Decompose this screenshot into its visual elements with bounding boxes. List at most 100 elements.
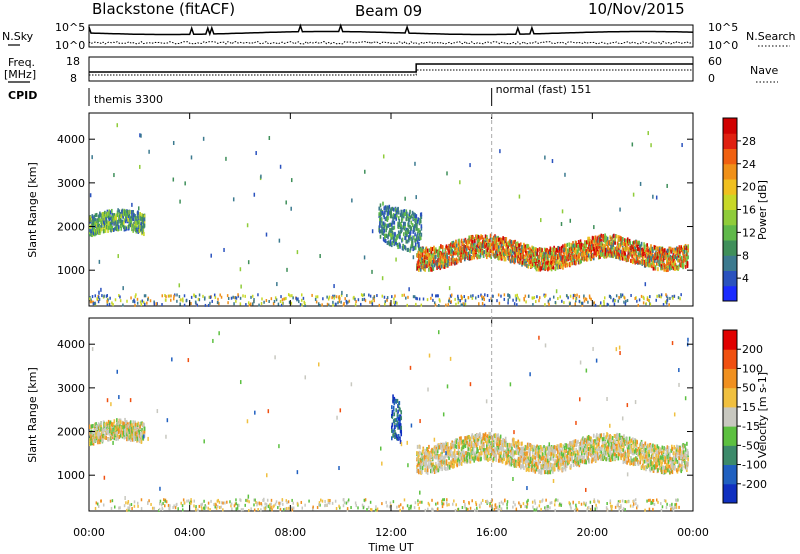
echo-cell bbox=[281, 298, 284, 302]
echo-cell bbox=[233, 302, 235, 306]
echo-cell bbox=[117, 421, 119, 426]
freq-tick-top: 18 bbox=[66, 55, 80, 68]
echo-cell bbox=[428, 464, 431, 469]
echo-cell bbox=[642, 261, 645, 266]
echo-cell bbox=[126, 437, 128, 442]
echo-cell bbox=[181, 297, 184, 301]
echo-cell bbox=[634, 297, 636, 301]
echo-cell bbox=[514, 503, 516, 507]
echo-cell bbox=[626, 237, 629, 242]
echo-cell bbox=[446, 442, 449, 447]
echo-cell bbox=[90, 298, 92, 302]
echo-cell bbox=[113, 419, 116, 424]
echo-cell bbox=[446, 446, 448, 451]
echo-cell bbox=[394, 429, 396, 434]
echo-cell bbox=[119, 433, 122, 438]
echo-cell bbox=[100, 421, 102, 426]
echo-cell bbox=[139, 300, 142, 304]
echo-cell bbox=[547, 504, 549, 508]
echo-cell bbox=[552, 250, 555, 255]
echo-cell bbox=[367, 505, 370, 509]
echo-cell bbox=[385, 228, 387, 233]
echo-cell bbox=[445, 459, 448, 464]
echo-cell bbox=[237, 503, 239, 507]
echo-cell bbox=[379, 203, 382, 208]
echo-cell bbox=[253, 298, 255, 302]
echo-cell bbox=[499, 237, 501, 242]
echo-cell bbox=[338, 299, 341, 303]
date-title: 10/Nov/2015 bbox=[588, 0, 685, 18]
echo-cell bbox=[643, 297, 645, 301]
echo-cell bbox=[653, 255, 655, 260]
echo-cell bbox=[432, 456, 435, 461]
echo-cell bbox=[644, 508, 646, 512]
echo-cell bbox=[109, 499, 112, 503]
echo-cell bbox=[497, 245, 500, 250]
echo-cell bbox=[143, 217, 146, 222]
echo-cell bbox=[380, 212, 382, 217]
noise-tick-left-bottom: 10^0 bbox=[55, 39, 85, 52]
echo-cell bbox=[527, 254, 530, 259]
echo-cell bbox=[440, 464, 442, 469]
colorbar-tick-label: 16 bbox=[742, 204, 756, 217]
echo-cell bbox=[418, 506, 420, 510]
echo-cell bbox=[518, 248, 520, 253]
echo-cell bbox=[118, 434, 121, 439]
echo-cell bbox=[178, 283, 181, 288]
echo-cell bbox=[482, 251, 484, 256]
echo-cell bbox=[315, 295, 317, 299]
echo-cell bbox=[497, 237, 500, 242]
echo-cell bbox=[483, 237, 486, 242]
echo-cell bbox=[442, 498, 444, 502]
echo-cell bbox=[338, 504, 340, 508]
echo-cell bbox=[475, 296, 477, 300]
echo-cell bbox=[624, 508, 626, 512]
echo-cell bbox=[403, 293, 405, 297]
echo-cell bbox=[172, 297, 175, 301]
echo-cell bbox=[481, 295, 483, 299]
echo-cell bbox=[400, 211, 403, 216]
echo-cell bbox=[498, 508, 501, 512]
echo-cell bbox=[136, 301, 139, 305]
echo-cell bbox=[493, 507, 496, 511]
echo-cell bbox=[134, 295, 137, 299]
echo-cell bbox=[599, 254, 601, 259]
echo-cell bbox=[110, 224, 112, 229]
echo-cell bbox=[560, 248, 563, 253]
echo-cell bbox=[318, 503, 320, 507]
echo-cell bbox=[426, 451, 428, 456]
echo-cell bbox=[624, 252, 627, 257]
echo-cell bbox=[564, 172, 566, 177]
echo-cell bbox=[645, 262, 648, 267]
echo-cell bbox=[631, 241, 634, 246]
echo-cell bbox=[535, 247, 538, 252]
echo-cell bbox=[287, 500, 290, 504]
echo-cell bbox=[314, 297, 317, 301]
echo-cell bbox=[431, 453, 434, 458]
echo-cell bbox=[524, 244, 526, 249]
echo-cell bbox=[285, 499, 288, 503]
echo-cell bbox=[327, 501, 330, 505]
echo-cell bbox=[416, 222, 418, 227]
echo-cell bbox=[558, 249, 561, 254]
echo-cell bbox=[230, 504, 232, 508]
echo-cell bbox=[113, 213, 116, 218]
echo-cell bbox=[660, 253, 663, 258]
echo-cell bbox=[574, 243, 577, 248]
echo-cell bbox=[230, 296, 233, 300]
echo-cell bbox=[599, 301, 602, 305]
echo-cell bbox=[197, 508, 199, 512]
nsky-label: N.Sky bbox=[2, 30, 34, 43]
echo-cell bbox=[415, 217, 418, 222]
echo-cell bbox=[121, 426, 123, 431]
echo-cell bbox=[428, 248, 431, 253]
echo-cell bbox=[497, 293, 500, 297]
echo-cell bbox=[607, 245, 610, 250]
echo-cell bbox=[218, 500, 221, 504]
echo-cell bbox=[97, 223, 99, 228]
echo-cell bbox=[445, 250, 447, 255]
echo-cell bbox=[391, 422, 394, 427]
echo-cell bbox=[430, 469, 432, 474]
echo-cell bbox=[147, 501, 149, 505]
echo-cell bbox=[589, 239, 591, 244]
